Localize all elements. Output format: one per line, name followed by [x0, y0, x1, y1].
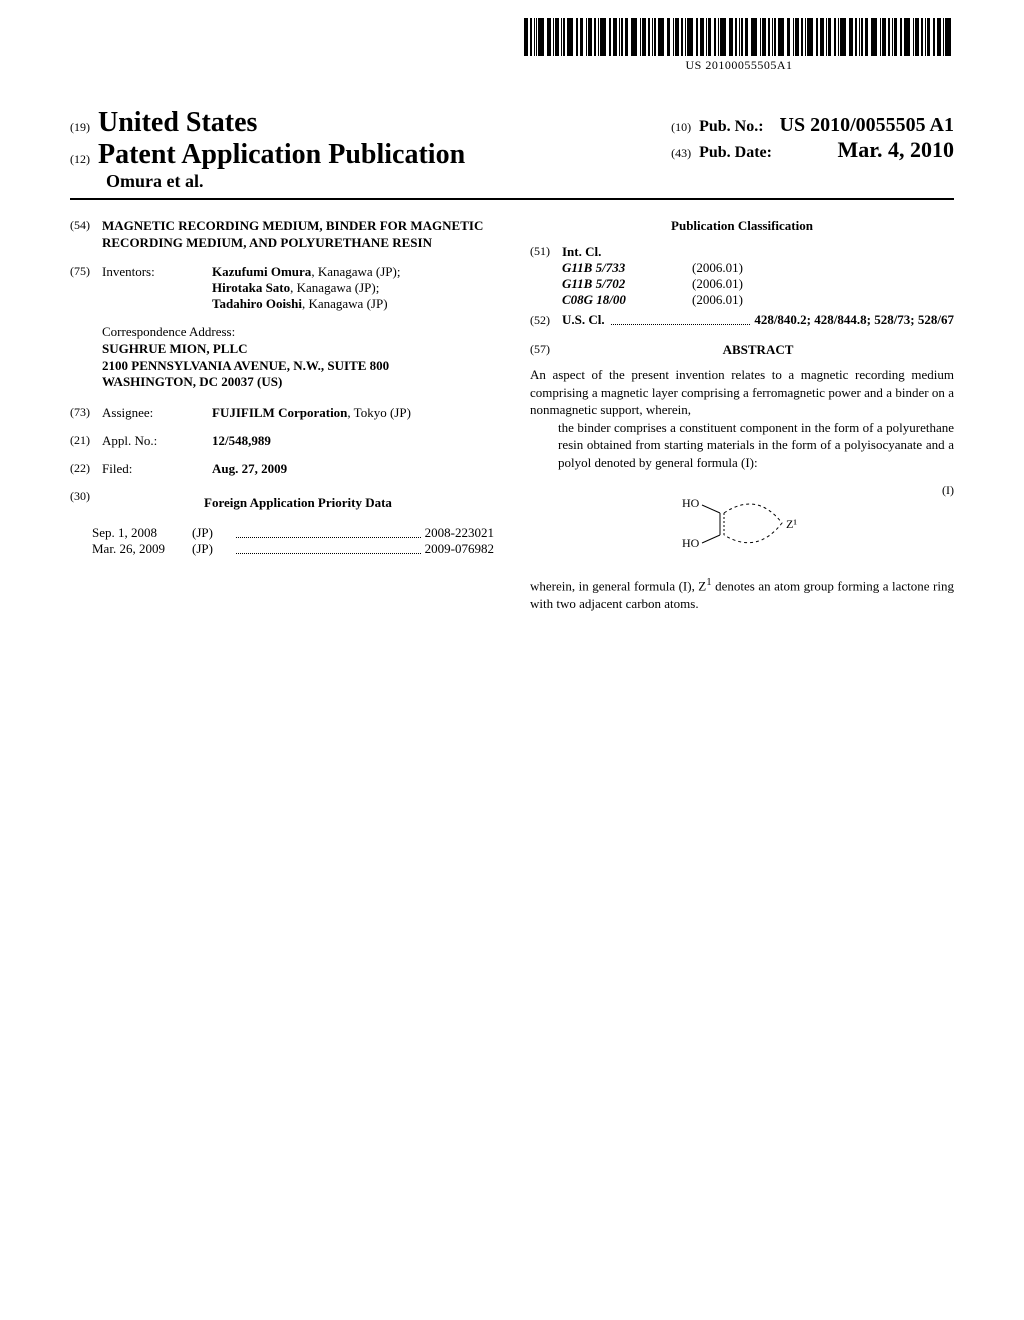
- body-columns: (54) MAGNETIC RECORDING MEDIUM, BINDER F…: [70, 218, 954, 613]
- intcl-row: C08G 18/00 (2006.01): [562, 292, 954, 308]
- priority-num: 2008-223021: [425, 525, 494, 541]
- left-column: (54) MAGNETIC RECORDING MEDIUM, BINDER F…: [70, 218, 494, 613]
- dots-icon: [236, 528, 421, 538]
- pubno-label: Pub. No.:: [699, 118, 763, 135]
- assignee-field: (73) Assignee: FUJIFILM Corporation, Tok…: [70, 405, 494, 421]
- code-12: (12): [70, 152, 90, 166]
- assignee-loc: , Tokyo (JP): [347, 405, 411, 420]
- dots-icon: [236, 544, 421, 554]
- filed-label: Filed:: [102, 461, 212, 477]
- intcl-row: G11B 5/702 (2006.01): [562, 276, 954, 292]
- uscl-row: (52) U.S. Cl. 428/840.2; 428/844.8; 528/…: [530, 312, 954, 328]
- assignee-name: FUJIFILM Corporation: [212, 405, 347, 420]
- uscl-label: U.S. Cl.: [562, 312, 605, 328]
- priority-date: Mar. 26, 2009: [92, 541, 192, 557]
- code-43: (43): [671, 146, 691, 160]
- intcl-code: G11B 5/733: [562, 260, 692, 276]
- code-52: (52): [530, 313, 562, 328]
- abstract-p3a: wherein, in general formula (I), Z: [530, 579, 706, 594]
- intcl-block: (51) Int. Cl.: [530, 244, 954, 260]
- barcode-block: US 20100055505A1: [524, 18, 954, 73]
- pubdate-label: Pub. Date:: [699, 144, 772, 161]
- intcl-label: Int. Cl.: [562, 244, 601, 260]
- correspondence-block: Correspondence Address: SUGHRUE MION, PL…: [102, 324, 494, 392]
- code-21: (21): [70, 433, 102, 449]
- priority-heading: Foreign Application Priority Data: [102, 495, 494, 511]
- correspondence-label: Correspondence Address:: [102, 324, 494, 341]
- code-19: (19): [70, 120, 90, 134]
- code-57: (57): [530, 342, 562, 358]
- formula-ho2: HO: [682, 536, 700, 550]
- right-column: Publication Classification (51) Int. Cl.…: [530, 218, 954, 613]
- priority-row: Sep. 1, 2008 (JP) 2008-223021: [92, 525, 494, 541]
- correspondence-line: 2100 PENNSYLVANIA AVENUE, N.W., SUITE 80…: [102, 358, 494, 375]
- applno-value: 12/548,989: [212, 433, 494, 449]
- abstract-p1: An aspect of the present invention relat…: [530, 366, 954, 419]
- inventor-name: Kazufumi Omura: [212, 264, 311, 279]
- pubdate-value: Mar. 4, 2010: [837, 137, 954, 163]
- chemical-formula: (I) HO HO Z¹: [530, 483, 954, 563]
- correspondence-line: SUGHRUE MION, PLLC: [102, 341, 494, 358]
- abstract-p2: the binder comprises a constituent compo…: [558, 419, 954, 472]
- priority-num: 2009-076982: [425, 541, 494, 557]
- title-field: (54) MAGNETIC RECORDING MEDIUM, BINDER F…: [70, 218, 494, 252]
- code-30: (30): [70, 489, 102, 521]
- intcl-year: (2006.01): [692, 276, 743, 292]
- priority-heading-row: (30) Foreign Application Priority Data: [70, 489, 494, 521]
- barcode-graphic: [524, 18, 954, 56]
- uscl-values: 428/840.2; 428/844.8; 528/73; 528/67: [754, 312, 954, 328]
- code-73: (73): [70, 405, 102, 421]
- inventor-loc: Kanagawa (JP);: [318, 264, 401, 279]
- filed-value: Aug. 27, 2009: [212, 461, 494, 477]
- code-10: (10): [671, 120, 691, 134]
- applno-field: (21) Appl. No.: 12/548,989: [70, 433, 494, 449]
- code-51: (51): [530, 244, 562, 260]
- intcl-code: G11B 5/702: [562, 276, 692, 292]
- code-22: (22): [70, 461, 102, 477]
- inventors-field: (75) Inventors: Kazufumi Omura, Kanagawa…: [70, 264, 494, 312]
- intcl-year: (2006.01): [692, 260, 743, 276]
- authors-line: Omura et al.: [106, 171, 465, 192]
- abstract-label: ABSTRACT: [562, 342, 954, 358]
- applno-label: Appl. No.:: [102, 433, 212, 449]
- barcode-label: US 20100055505A1: [524, 58, 954, 73]
- intcl-row: G11B 5/733 (2006.01): [562, 260, 954, 276]
- inventors-label: Inventors:: [102, 264, 212, 312]
- header-rule: [70, 198, 954, 200]
- abstract-p3: wherein, in general formula (I), Z1 deno…: [530, 575, 954, 612]
- code-54: (54): [70, 218, 102, 252]
- assignee-label: Assignee:: [102, 405, 212, 421]
- abstract-heading-row: (57) ABSTRACT: [530, 342, 954, 358]
- formula-number: (I): [942, 483, 954, 498]
- country: United States: [98, 107, 257, 138]
- priority-date: Sep. 1, 2008: [92, 525, 192, 541]
- intcl-year: (2006.01): [692, 292, 743, 308]
- inventor-loc: Kanagawa (JP): [308, 296, 387, 311]
- formula-ho1: HO: [682, 496, 700, 510]
- filed-field: (22) Filed: Aug. 27, 2009: [70, 461, 494, 477]
- inventor-name: Tadahiro Ooishi: [212, 296, 302, 311]
- inventor-loc: Kanagawa (JP);: [297, 280, 380, 295]
- classification-heading: Publication Classification: [530, 218, 954, 234]
- header: (19) United States (12) Patent Applicati…: [70, 86, 954, 200]
- priority-cc: (JP): [192, 541, 232, 557]
- dots-icon: [611, 315, 751, 325]
- pubno-value: US 2010/0055505 A1: [780, 114, 954, 136]
- formula-z: Z¹: [786, 517, 797, 531]
- priority-cc: (JP): [192, 525, 232, 541]
- publication-type: Patent Application Publication: [98, 139, 465, 170]
- code-75: (75): [70, 264, 102, 312]
- invention-title: MAGNETIC RECORDING MEDIUM, BINDER FOR MA…: [102, 218, 494, 252]
- intcl-code: C08G 18/00: [562, 292, 692, 308]
- formula-svg-icon: HO HO Z¹: [652, 483, 832, 563]
- inventor-name: Hirotaka Sato: [212, 280, 290, 295]
- inventors-list: Kazufumi Omura, Kanagawa (JP); Hirotaka …: [212, 264, 494, 312]
- priority-row: Mar. 26, 2009 (JP) 2009-076982: [92, 541, 494, 557]
- correspondence-line: WASHINGTON, DC 20037 (US): [102, 374, 494, 391]
